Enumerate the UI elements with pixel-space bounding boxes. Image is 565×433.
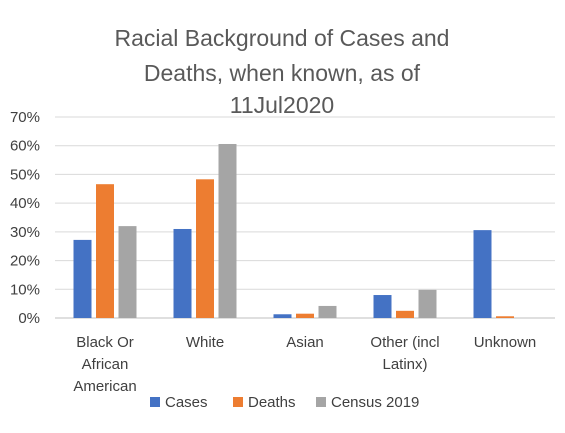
chart-title-line: 11Jul2020 — [230, 92, 334, 118]
y-tick-label: 50% — [10, 166, 40, 183]
x-category-label-line: Unknown — [474, 334, 537, 351]
x-category-label-line: Black Or — [76, 334, 134, 351]
bar-cases — [273, 314, 292, 318]
x-category-label: White — [186, 334, 224, 351]
x-category-label-line: Asian — [286, 334, 324, 351]
chart-title: Racial Background of Cases and Deaths, wh… — [115, 25, 450, 118]
x-axis-categories: Black Or African American White Asian Other (… — [73, 334, 536, 395]
legend-swatch — [150, 397, 160, 407]
x-category-label-line: African — [82, 356, 129, 373]
x-category-label-line: Latinx) — [382, 356, 427, 373]
x-category-label: Unknown — [474, 334, 537, 351]
bars — [73, 143, 514, 318]
bar-deaths — [296, 313, 314, 318]
chart-title-line: Deaths, when known, as of — [144, 60, 421, 86]
y-tick-label: 30% — [10, 224, 40, 241]
x-category-label-line: American — [73, 378, 136, 395]
x-category-label-line: Other (incl — [370, 334, 439, 351]
bar-cases — [473, 230, 492, 318]
legend-label: Census 2019 — [331, 394, 419, 411]
legend-swatch — [233, 397, 243, 407]
bar-cases — [373, 295, 392, 318]
bar-census-2019 — [318, 305, 337, 318]
chart-title-line: Racial Background of Cases and — [115, 25, 450, 51]
bar-deaths — [96, 184, 114, 318]
bar-deaths — [196, 179, 214, 318]
y-tick-label: 40% — [10, 195, 40, 212]
y-tick-label: 10% — [10, 281, 40, 298]
bar-deaths — [496, 316, 514, 318]
bar-cases — [73, 239, 92, 318]
bar-census-2019 — [418, 289, 437, 318]
bar-cases — [173, 228, 192, 318]
legend: Cases Deaths Census 2019 — [150, 394, 419, 411]
bar-deaths — [396, 310, 414, 318]
legend-swatch — [316, 397, 326, 407]
y-tick-label: 60% — [10, 138, 40, 155]
bar-census-2019 — [218, 143, 237, 318]
y-axis-ticks: 0% 10% 20% 30% 40% 50% 60% 70% — [10, 109, 40, 327]
x-category-label: Asian — [286, 334, 324, 351]
x-category-label-line: White — [186, 334, 224, 351]
y-tick-label: 70% — [10, 109, 40, 126]
y-tick-label: 0% — [18, 310, 40, 327]
x-category-label: Black Or African American — [73, 334, 136, 395]
bar-census-2019 — [118, 226, 137, 318]
x-category-label: Other (incl Latinx) — [370, 334, 439, 373]
y-tick-label: 20% — [10, 253, 40, 270]
legend-label: Deaths — [248, 394, 296, 411]
gridlines — [55, 116, 555, 319]
legend-label: Cases — [165, 394, 208, 411]
